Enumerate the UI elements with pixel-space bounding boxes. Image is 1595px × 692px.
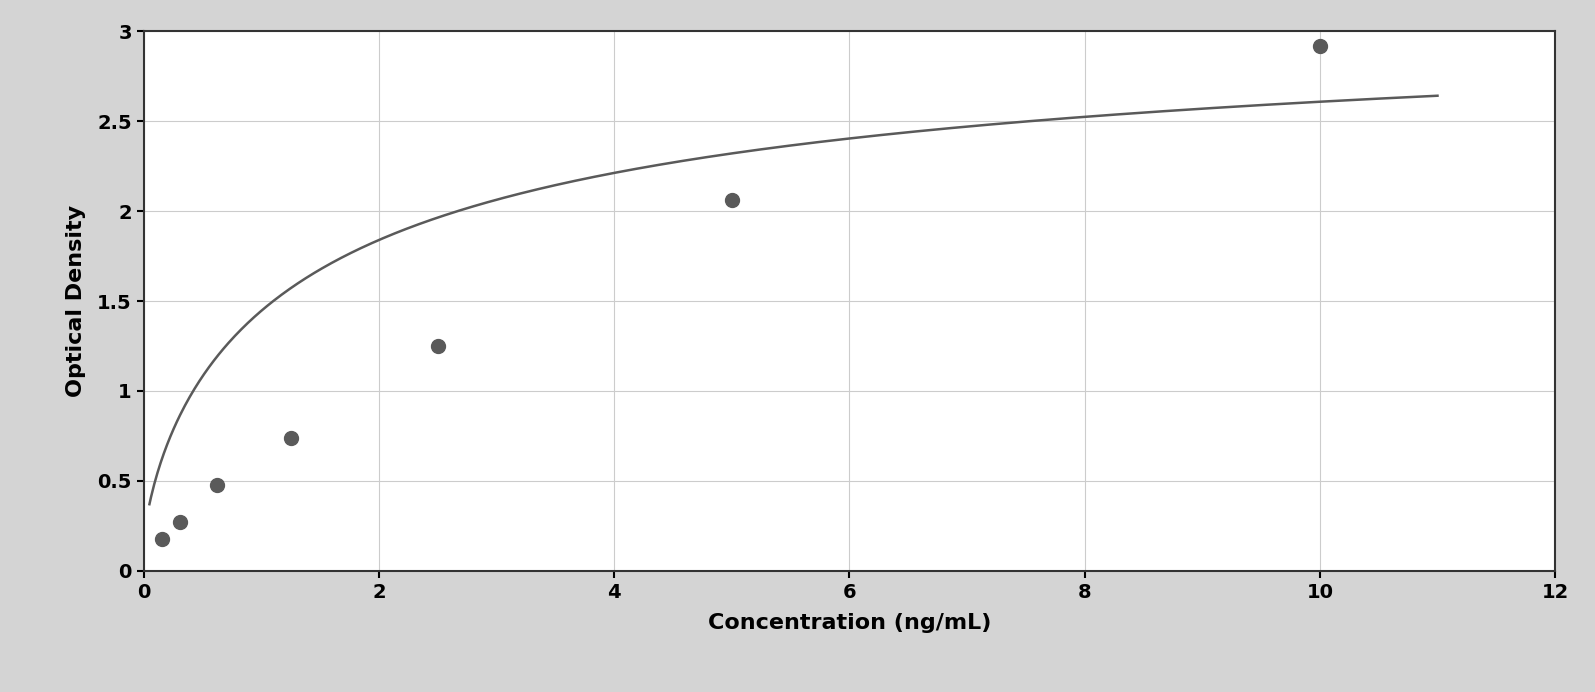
Point [1308, 40, 1333, 51]
Point [150, 534, 175, 545]
Point [424, 340, 450, 352]
Point [278, 432, 303, 444]
X-axis label: Concentration (ng/mL): Concentration (ng/mL) [708, 613, 990, 632]
Point [719, 194, 745, 206]
Point [167, 517, 193, 528]
Point [204, 479, 230, 490]
Y-axis label: Optical Density: Optical Density [65, 205, 86, 397]
